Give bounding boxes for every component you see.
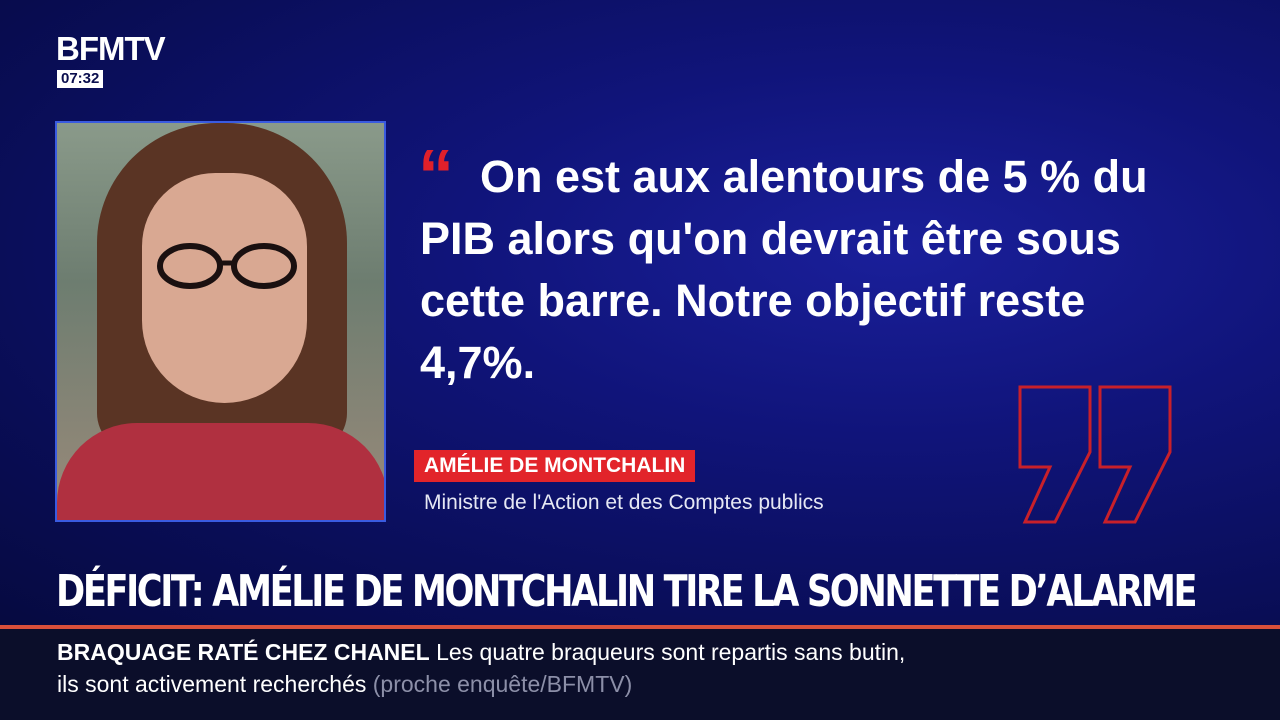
speaker-role: Ministre de l'Action et des Comptes publ… [424,491,824,514]
ticker-source: (proche enquête/BFMTV) [372,671,633,697]
headline: DÉFICIT: AMÉLIE DE MONTCHALIN TIRE LA SO… [56,566,1198,617]
ticker-text-2: ils sont activement recherchés [57,671,367,697]
ticker-text-1: Les quatre braqueurs sont repartis sans … [436,639,906,665]
open-quote-icon: “ [418,136,454,216]
news-ticker: BRAQUAGE RATÉ CHEZ CHANEL Les quatre bra… [0,629,1280,720]
clock: 07:32 [57,70,104,88]
speaker-photo [55,121,386,522]
bfmtv-logo: BFMTV [56,30,166,67]
close-quote-icon [1018,385,1172,524]
divider [0,625,1280,629]
speaker-name: AMÉLIE DE MONTCHALIN [414,450,696,482]
quote-text: On est aux alentours de 5 % du PIB alors… [420,151,1148,388]
ticker-tag: BRAQUAGE RATÉ CHEZ CHANEL [57,639,430,665]
